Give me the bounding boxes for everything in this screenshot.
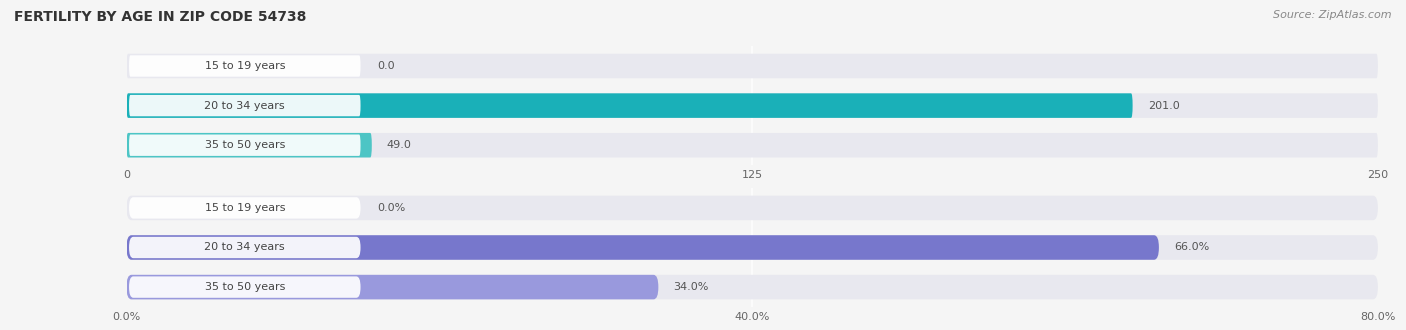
Text: 20 to 34 years: 20 to 34 years bbox=[204, 243, 285, 252]
FancyBboxPatch shape bbox=[129, 55, 360, 77]
FancyBboxPatch shape bbox=[127, 133, 371, 157]
FancyBboxPatch shape bbox=[127, 275, 1378, 299]
FancyBboxPatch shape bbox=[127, 93, 1378, 118]
FancyBboxPatch shape bbox=[129, 95, 360, 116]
Text: 0.0: 0.0 bbox=[377, 61, 395, 71]
Text: 15 to 19 years: 15 to 19 years bbox=[204, 61, 285, 71]
Text: FERTILITY BY AGE IN ZIP CODE 54738: FERTILITY BY AGE IN ZIP CODE 54738 bbox=[14, 10, 307, 24]
Text: 20 to 34 years: 20 to 34 years bbox=[204, 101, 285, 111]
Text: 0.0%: 0.0% bbox=[377, 203, 405, 213]
FancyBboxPatch shape bbox=[127, 275, 658, 299]
FancyBboxPatch shape bbox=[129, 197, 360, 218]
FancyBboxPatch shape bbox=[129, 237, 360, 258]
Text: 66.0%: 66.0% bbox=[1174, 243, 1209, 252]
Text: 15 to 19 years: 15 to 19 years bbox=[204, 203, 285, 213]
FancyBboxPatch shape bbox=[127, 133, 1378, 157]
FancyBboxPatch shape bbox=[129, 277, 360, 298]
Text: 201.0: 201.0 bbox=[1147, 101, 1180, 111]
FancyBboxPatch shape bbox=[127, 235, 1378, 260]
FancyBboxPatch shape bbox=[127, 196, 1378, 220]
FancyBboxPatch shape bbox=[129, 135, 360, 156]
FancyBboxPatch shape bbox=[127, 93, 1133, 118]
Text: 35 to 50 years: 35 to 50 years bbox=[205, 282, 285, 292]
Text: Source: ZipAtlas.com: Source: ZipAtlas.com bbox=[1274, 10, 1392, 20]
Text: 34.0%: 34.0% bbox=[673, 282, 709, 292]
FancyBboxPatch shape bbox=[127, 54, 1378, 78]
FancyBboxPatch shape bbox=[127, 235, 1159, 260]
Text: 35 to 50 years: 35 to 50 years bbox=[205, 140, 285, 150]
Text: 49.0: 49.0 bbox=[387, 140, 412, 150]
